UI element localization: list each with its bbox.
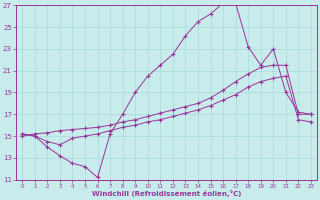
X-axis label: Windchill (Refroidissement éolien,°C): Windchill (Refroidissement éolien,°C) [92,190,241,197]
